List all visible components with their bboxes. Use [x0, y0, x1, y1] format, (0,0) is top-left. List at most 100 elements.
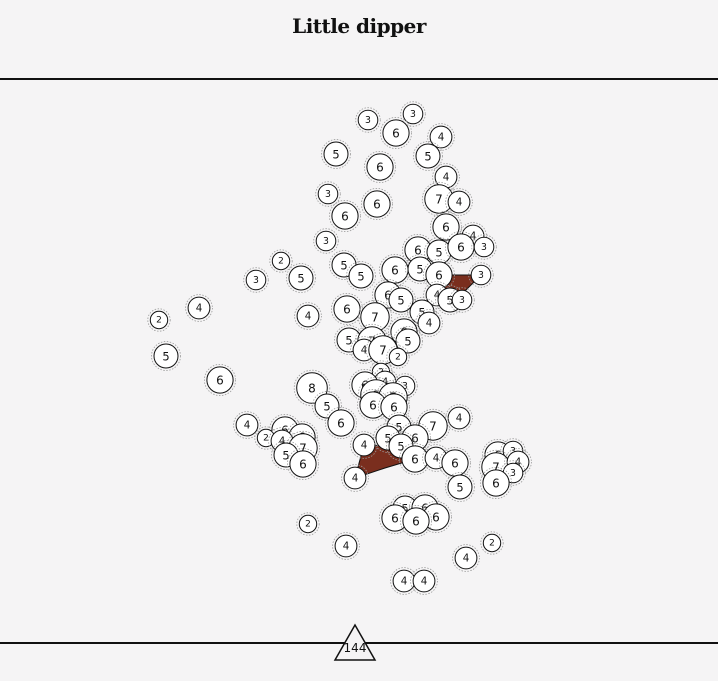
- star-node[interactable]: 3: [315, 181, 341, 207]
- star-circle[interactable]: [315, 230, 337, 252]
- star-circle[interactable]: [388, 347, 408, 367]
- star-circle[interactable]: [187, 296, 211, 320]
- star-circle[interactable]: [454, 546, 478, 570]
- star-circle[interactable]: [402, 507, 430, 535]
- star-node[interactable]: 6: [360, 187, 393, 220]
- star-circle[interactable]: [447, 474, 473, 500]
- star-circle[interactable]: [245, 269, 267, 291]
- star-circle[interactable]: [327, 409, 355, 437]
- star-circle[interactable]: [289, 450, 317, 478]
- star-node[interactable]: 5: [286, 263, 316, 293]
- star-circle[interactable]: [429, 125, 453, 149]
- star-node[interactable]: 6: [363, 150, 396, 183]
- star-node[interactable]: 4: [445, 188, 473, 216]
- star-circle[interactable]: [352, 433, 376, 457]
- star-node[interactable]: 3: [355, 107, 381, 133]
- star-circle[interactable]: [363, 190, 391, 218]
- star-node[interactable]: 3: [400, 101, 426, 127]
- star-number: 5: [424, 150, 431, 164]
- star-node[interactable]: 6: [286, 447, 319, 480]
- star-circle[interactable]: [317, 183, 339, 205]
- star-node[interactable]: 3: [243, 267, 269, 293]
- star-node[interactable]: 6: [379, 117, 412, 150]
- star-number: 4: [305, 311, 312, 323]
- star-node[interactable]: 5: [346, 261, 376, 291]
- star-node[interactable]: 6: [324, 406, 357, 439]
- star-node[interactable]: 7: [357, 299, 393, 335]
- star-circle[interactable]: [357, 109, 379, 131]
- star-node[interactable]: 3: [449, 287, 475, 313]
- star-circle[interactable]: [447, 190, 471, 214]
- star-node[interactable]: 8: [293, 369, 331, 407]
- star-node[interactable]: 6: [479, 466, 512, 499]
- star-circle[interactable]: [296, 304, 320, 328]
- star-node[interactable]: 2: [480, 531, 504, 555]
- star-circle[interactable]: [298, 514, 318, 534]
- star-node[interactable]: 4: [350, 431, 378, 459]
- star-node[interactable]: 5: [445, 472, 475, 502]
- star-node[interactable]: 2: [147, 308, 171, 332]
- star-circle[interactable]: [395, 328, 421, 354]
- star-node[interactable]: 6: [399, 504, 432, 537]
- star-number: 5: [340, 259, 347, 273]
- star-node[interactable]: 5: [413, 141, 443, 171]
- star-circle[interactable]: [482, 533, 502, 553]
- star-circle[interactable]: [402, 103, 424, 125]
- star-node[interactable]: 6: [203, 363, 236, 396]
- star-circle[interactable]: [235, 413, 259, 437]
- star-node[interactable]: 3: [471, 234, 497, 260]
- star-node[interactable]: 4: [233, 411, 261, 439]
- star-node[interactable]: 5: [312, 391, 342, 421]
- star-node[interactable]: 2: [386, 345, 410, 369]
- star-node[interactable]: 6: [438, 446, 471, 479]
- star-node[interactable]: 4: [410, 567, 438, 595]
- star-node[interactable]: 3: [313, 228, 339, 254]
- star-circle[interactable]: [334, 534, 358, 558]
- star-node[interactable]: 4: [332, 532, 360, 560]
- star-circle[interactable]: [323, 141, 349, 167]
- star-node[interactable]: 5: [151, 341, 181, 371]
- star-circle[interactable]: [415, 143, 441, 169]
- star-circle[interactable]: [473, 236, 495, 258]
- star-node[interactable]: 4: [415, 309, 443, 337]
- star-circle[interactable]: [417, 311, 441, 335]
- star-circle[interactable]: [388, 287, 414, 313]
- star-circle[interactable]: [331, 202, 359, 230]
- star-circle[interactable]: [271, 251, 291, 271]
- star-node[interactable]: 5: [386, 285, 416, 315]
- star-number: 6: [411, 432, 419, 446]
- star-node[interactable]: 6: [444, 230, 477, 263]
- star-circle[interactable]: [153, 343, 179, 369]
- star-circle[interactable]: [451, 289, 473, 311]
- star-circle[interactable]: [412, 569, 436, 593]
- star-node[interactable]: 4: [432, 163, 460, 191]
- star-circle[interactable]: [343, 466, 367, 490]
- star-node[interactable]: 4: [341, 464, 369, 492]
- star-circle[interactable]: [348, 263, 374, 289]
- star-node[interactable]: 6: [378, 253, 411, 286]
- star-node[interactable]: 4: [427, 123, 455, 151]
- star-number: 7: [371, 311, 379, 325]
- star-halo: [350, 431, 378, 459]
- star-circle[interactable]: [470, 264, 492, 286]
- star-circle[interactable]: [382, 119, 410, 147]
- star-node[interactable]: 2: [269, 249, 293, 273]
- star-circle[interactable]: [149, 310, 169, 330]
- star-node[interactable]: 5: [321, 139, 351, 169]
- star-circle[interactable]: [366, 153, 394, 181]
- star-node[interactable]: 2: [296, 512, 320, 536]
- star-circle[interactable]: [482, 469, 510, 497]
- star-circle[interactable]: [288, 265, 314, 291]
- star-circle[interactable]: [296, 372, 328, 404]
- star-circle[interactable]: [206, 366, 234, 394]
- star-node[interactable]: 6: [330, 292, 363, 325]
- star-circle[interactable]: [314, 393, 340, 419]
- star-node[interactable]: 4: [294, 302, 322, 330]
- star-node[interactable]: 4: [452, 544, 480, 572]
- star-node[interactable]: 6: [328, 199, 361, 232]
- star-halo: [407, 297, 437, 327]
- star-halo: [185, 294, 213, 322]
- star-node[interactable]: 3: [468, 262, 494, 288]
- star-node[interactable]: 4: [185, 294, 213, 322]
